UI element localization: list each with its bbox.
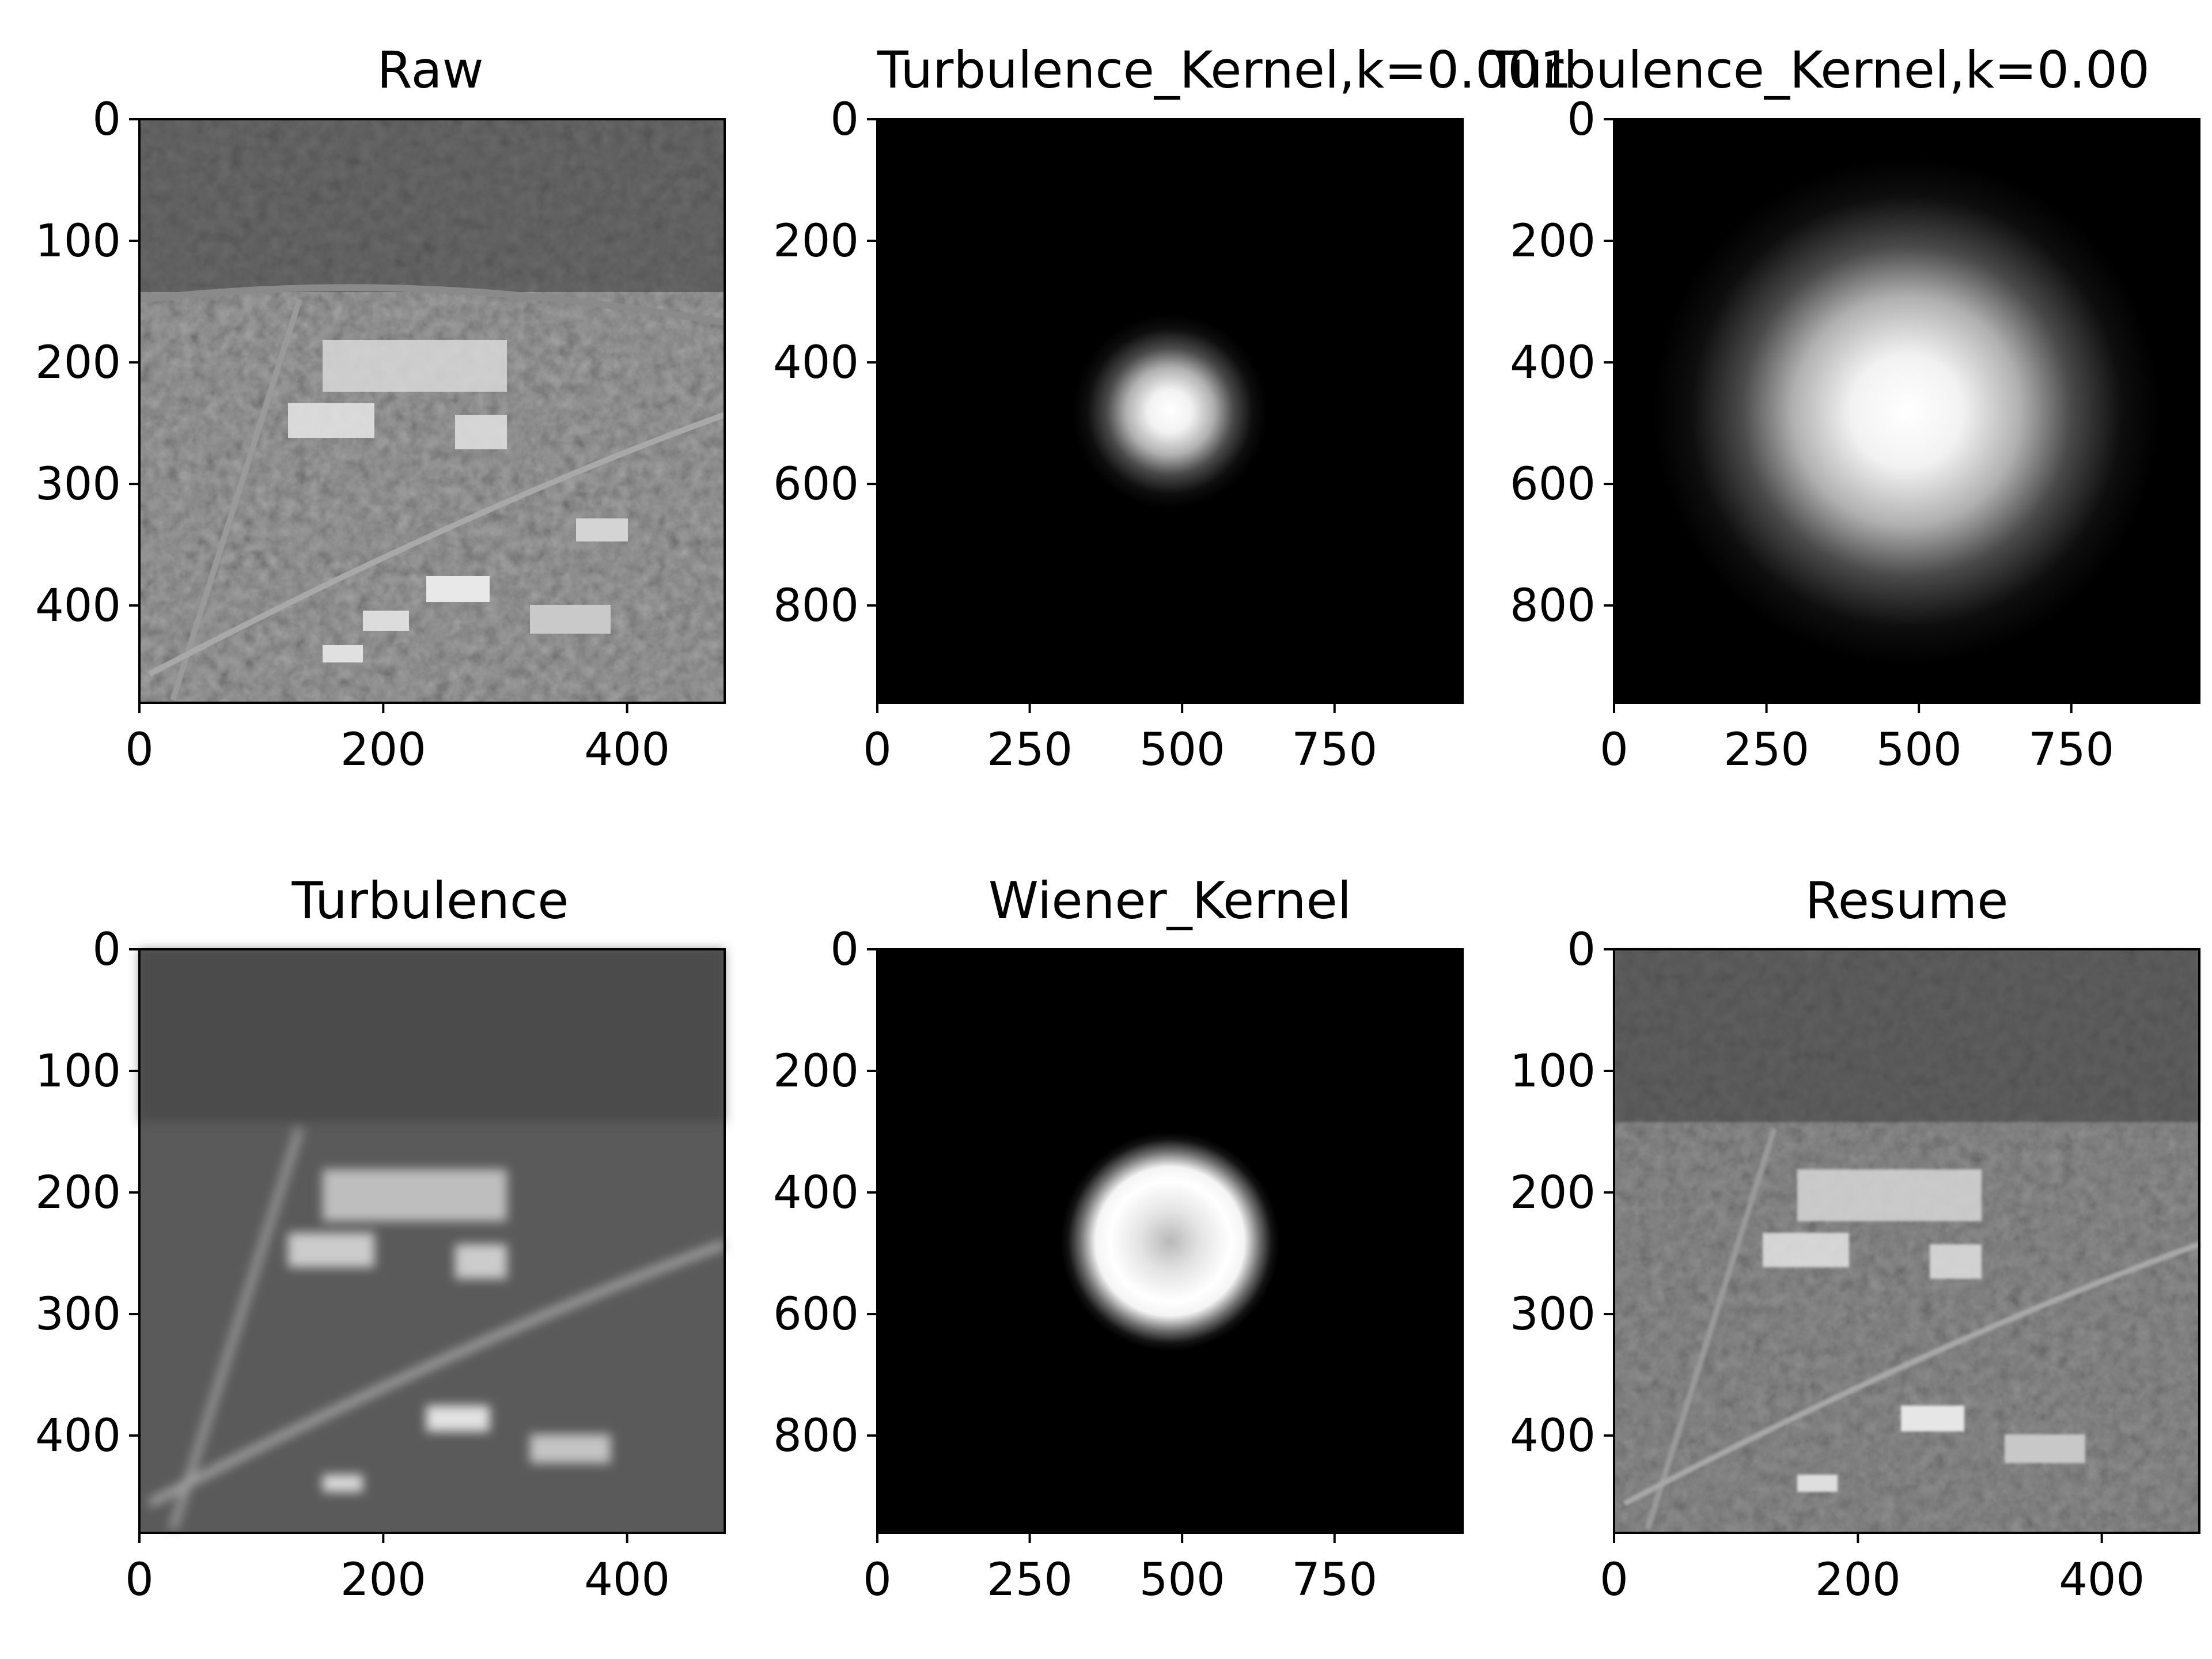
- y-tick-label: 0: [92, 94, 121, 146]
- panel-title-raw: Raw: [377, 40, 483, 100]
- y-tick-label: 0: [92, 924, 121, 976]
- axes-frame: [1613, 118, 2200, 704]
- axes-frame: [876, 948, 1464, 1534]
- x-tick-label: 750: [1291, 724, 1377, 776]
- panel-raw: Raw: [139, 40, 726, 703]
- y-tick-label: 400: [35, 1410, 121, 1462]
- axes-3: 0 200 400 0 100 200 300 400: [35, 924, 726, 1606]
- y-tick-label: 300: [35, 1289, 121, 1340]
- x-tick-label: 0: [125, 724, 154, 776]
- x-tick-label: 250: [1724, 724, 1809, 776]
- x-tick-label: 500: [1876, 724, 1962, 776]
- axes-frame: [138, 948, 726, 1534]
- y-tick-label: 200: [35, 337, 121, 389]
- y-tick-label: 200: [35, 1167, 121, 1219]
- x-tick-label: 500: [1139, 724, 1225, 776]
- x-tick-label: 200: [340, 1554, 426, 1606]
- y-tick-label: 100: [35, 1046, 121, 1097]
- image-kernel-1: [877, 119, 1463, 703]
- x-tick-label: 0: [863, 724, 892, 776]
- y-tick-label: 400: [1510, 337, 1596, 389]
- y-tick-label: 800: [1510, 580, 1596, 632]
- x-tick-label: 0: [1600, 724, 1628, 776]
- y-tick-label: 400: [35, 580, 121, 632]
- y-tick-label: 400: [773, 1167, 859, 1219]
- panel-turbulence: Turbulence: [139, 871, 726, 1533]
- image-turbulence: [139, 949, 726, 1533]
- axes-0: 0 200 400 0 100 200 300 400: [35, 94, 726, 776]
- x-tick-label: 400: [584, 1554, 670, 1606]
- axes-5: 0 200 400 0 100 200 300 400: [1510, 924, 2200, 1606]
- panel-turbulence-kernel-1: Turbulence_Kernel,k=0.001: [877, 40, 1572, 703]
- axes-2: 0 250 500 750 0 200 400 600 800: [1510, 94, 2200, 776]
- kernel-ring: [1060, 1132, 1279, 1351]
- y-tick-label: 800: [773, 1410, 859, 1462]
- y-tick-label: 200: [1510, 1167, 1596, 1219]
- axes-layer: 0 200 400 0 100 200 300 400 0 250 500 750 0 200 400 600…: [35, 94, 2200, 1606]
- y-tick-label: 0: [830, 924, 859, 976]
- y-tick-label: 0: [1567, 924, 1596, 976]
- panel-turbulence-kernel-2: Turbulence_Kernel,k=0.00: [1487, 40, 2199, 703]
- y-tick-label: 100: [1510, 1046, 1596, 1097]
- axes-1: 0 250 500 750 0 200 400 600 800: [773, 94, 1464, 776]
- axes-frame: [1613, 948, 2200, 1534]
- y-tick-label: 600: [1510, 459, 1596, 510]
- image-raw: [139, 119, 726, 703]
- x-tick-label: 0: [863, 1554, 892, 1606]
- x-tick-label: 0: [125, 1554, 154, 1606]
- x-tick-label: 250: [987, 724, 1073, 776]
- y-tick-label: 200: [773, 1046, 859, 1097]
- x-tick-label: 200: [340, 724, 426, 776]
- panel-resume: Resume: [1614, 871, 2200, 1533]
- kernel-blob-2: [1653, 158, 2160, 665]
- x-tick-label: 250: [987, 1554, 1073, 1606]
- axes-frame: [876, 118, 1464, 704]
- panel-title-kernel-2: Turbulence_Kernel,k=0.00: [1487, 40, 2150, 100]
- y-tick-label: 400: [1510, 1410, 1596, 1462]
- y-tick-label: 100: [35, 215, 121, 267]
- panel-title-turbulence: Turbulence: [291, 871, 569, 930]
- x-tick-label: 0: [1600, 1554, 1628, 1606]
- axes-4: 0 250 500 750 0 200 400 600 800: [773, 924, 1464, 1606]
- image-kernel-2: [1614, 119, 2199, 703]
- y-tick-label: 600: [773, 459, 859, 510]
- y-tick-label: 200: [773, 215, 859, 267]
- y-tick-label: 800: [773, 580, 859, 632]
- x-tick-label: 750: [1291, 1554, 1377, 1606]
- x-tick-label: 750: [2028, 724, 2114, 776]
- image-wiener-kernel: [877, 949, 1463, 1533]
- y-tick-label: 200: [1510, 215, 1596, 267]
- y-tick-label: 0: [830, 94, 859, 146]
- x-tick-label: 200: [1815, 1554, 1901, 1606]
- y-tick-label: 300: [1510, 1289, 1596, 1340]
- x-tick-label: 500: [1139, 1554, 1225, 1606]
- kernel-blob-1: [1073, 314, 1267, 509]
- x-tick-label: 400: [584, 724, 670, 776]
- panel-wiener-kernel: Wiener_Kernel: [877, 871, 1463, 1533]
- panel-title-wiener: Wiener_Kernel: [988, 871, 1351, 930]
- image-resume: [1614, 949, 2200, 1533]
- y-tick-label: 600: [773, 1289, 859, 1340]
- y-tick-label: 300: [35, 459, 121, 510]
- panel-title-resume: Resume: [1805, 871, 2009, 930]
- y-tick-label: 400: [773, 337, 859, 389]
- x-tick-label: 400: [2059, 1554, 2145, 1606]
- axes-frame: [138, 118, 726, 704]
- y-tick-label: 0: [1567, 94, 1596, 146]
- panel-title-kernel-1: Turbulence_Kernel,k=0.001: [877, 40, 1572, 100]
